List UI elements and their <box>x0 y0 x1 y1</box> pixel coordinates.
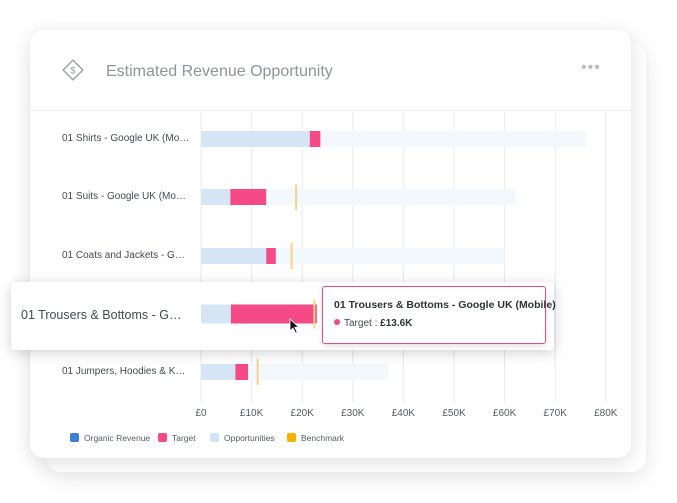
x-tick-label: £50K <box>442 408 466 419</box>
category-label: 01 Shirts - Google UK (Mobile) <box>62 133 190 144</box>
x-tick-label: £10K <box>239 408 264 419</box>
target-bar[interactable] <box>230 189 267 205</box>
benchmark-marker <box>295 184 298 210</box>
revenue-opportunity-card: $ Estimated Revenue Opportunity ••• <box>30 30 631 458</box>
legend-swatch <box>210 433 219 442</box>
x-tick-label: £70K <box>543 408 567 419</box>
opportunities-bar[interactable] <box>320 131 586 147</box>
legend-label: Organic Revenue <box>84 433 151 443</box>
opportunities-bar[interactable] <box>248 364 389 380</box>
legend-label: Benchmark <box>301 433 344 443</box>
x-tick-label: £30K <box>341 408 365 419</box>
mouse-cursor-icon <box>289 318 300 334</box>
x-tick-label: £60K <box>492 408 517 419</box>
organic-bar[interactable] <box>201 364 236 380</box>
target-bar[interactable] <box>235 364 249 380</box>
tooltip-dot-icon <box>334 319 340 325</box>
target-bar[interactable] <box>309 131 321 147</box>
legend-item[interactable]: Opportunities <box>210 433 275 443</box>
tooltip-value: £13.6K <box>380 318 413 329</box>
tooltip-line: Target : £13.6K <box>334 318 412 329</box>
tooltip-series: Target <box>344 318 372 329</box>
legend-item[interactable]: Organic Revenue <box>70 433 150 443</box>
legend-label: Opportunities <box>224 433 275 443</box>
organic-bar[interactable] <box>201 131 310 147</box>
card-header: $ Estimated Revenue Opportunity ••• <box>30 30 631 111</box>
more-dots-icon[interactable]: ••• <box>581 59 601 76</box>
x-tick-label: £40K <box>391 408 416 419</box>
organic-bar[interactable] <box>201 189 231 205</box>
organic-bar[interactable] <box>201 248 267 264</box>
chart-tooltip: 01 Trousers & Bottoms - Google UK (Mobil… <box>322 286 556 344</box>
legend-label: Target <box>172 433 196 443</box>
svg-text:$: $ <box>70 66 75 76</box>
legend-swatch <box>158 433 167 442</box>
legend-swatch <box>287 433 296 442</box>
legend-item[interactable]: Target <box>158 433 196 443</box>
x-tick-label: £0 <box>195 408 207 419</box>
target-bar[interactable] <box>266 248 276 264</box>
benchmark-marker <box>256 359 259 385</box>
opportunities-bar[interactable] <box>266 189 516 205</box>
tooltip-title: 01 Trousers & Bottoms - Google UK (Mobil… <box>334 299 556 311</box>
category-label: 01 Suits - Google UK (Mobile) <box>62 191 190 202</box>
category-label: 01 Jumpers, Hoodies & Knitw... <box>62 366 190 377</box>
benchmark-marker <box>290 243 293 269</box>
legend-item[interactable]: Benchmark <box>287 433 344 443</box>
legend-swatch <box>70 433 79 442</box>
dollar-diamond-icon: $ <box>62 59 84 81</box>
opportunities-bar[interactable] <box>275 248 505 264</box>
x-tick-label: £80K <box>594 408 618 419</box>
highlighted-row-label: 01 Trousers & Bottoms - Goog... <box>21 308 187 322</box>
category-label: 01 Coats and Jackets - Googl... <box>62 250 190 261</box>
x-tick-label: £20K <box>290 408 314 419</box>
card-title: Estimated Revenue Opportunity <box>106 63 333 80</box>
tooltip-separator: : <box>371 318 381 329</box>
